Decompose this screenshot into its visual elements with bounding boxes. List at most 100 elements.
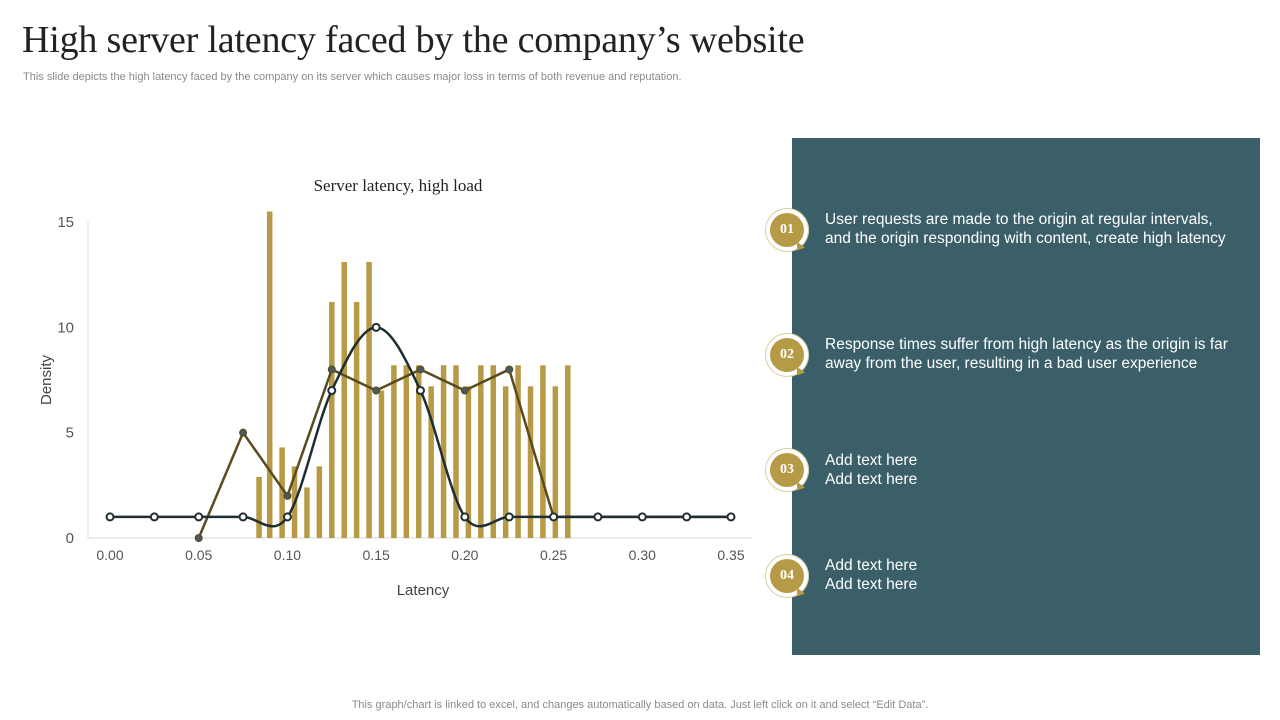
series-marker-brown <box>194 534 203 542</box>
series-marker-dark <box>593 512 603 522</box>
point-item-3: 03 Add text here Add text here <box>765 448 1245 508</box>
x-tick-label: 0.05 <box>185 547 212 563</box>
point-line: Add text here <box>825 557 918 574</box>
series-marker-brown <box>327 365 336 374</box>
series-marker-brown <box>505 365 514 374</box>
histogram-bar <box>502 386 509 538</box>
y-axis-label: Density <box>38 354 55 405</box>
points-panel <box>792 138 1260 655</box>
histogram-bar <box>465 386 472 538</box>
histogram-bar <box>378 390 385 538</box>
badge-2: 02 <box>765 333 809 379</box>
histogram-bar <box>415 365 422 538</box>
x-tick-label: 0.20 <box>451 547 478 563</box>
series-marker-dark <box>194 512 204 522</box>
badge-number: 01 <box>770 213 804 247</box>
histogram-bar <box>478 365 484 538</box>
x-axis-label: Latency <box>397 582 450 599</box>
series-marker-dark <box>238 512 248 522</box>
series-marker-dark <box>416 386 425 396</box>
histogram-bar <box>403 365 410 538</box>
histogram-bar <box>341 262 347 538</box>
badge-3: 03 <box>765 448 809 494</box>
x-tick-label: 0.30 <box>629 547 656 563</box>
series-marker-dark <box>504 512 514 522</box>
point-item-2: 02 Response times suffer from high laten… <box>765 333 1245 393</box>
point-line: User requests are made to the origin at … <box>825 211 1213 228</box>
series-marker-dark <box>637 512 647 522</box>
x-tick-labels: 0.00 0.05 0.10 0.15 0.20 0.25 0.30 0.35 <box>96 547 744 563</box>
y-tick-labels: 0 5 10 15 <box>57 214 74 547</box>
histogram-bar <box>428 386 434 538</box>
y-tick-label: 15 <box>57 214 74 231</box>
series-marker-dark <box>327 386 337 396</box>
series-marker-brown <box>283 491 292 500</box>
histogram-bar <box>565 365 571 538</box>
histogram-bar <box>453 365 459 538</box>
histogram-bar <box>316 466 323 538</box>
histogram-bar <box>552 386 559 538</box>
series-marker-dark <box>460 512 470 522</box>
series-marker-dark <box>282 512 292 522</box>
x-tick-label: 0.00 <box>96 547 123 563</box>
series-lines <box>105 322 736 542</box>
series-curve-dark <box>110 326 731 528</box>
histogram-bar <box>440 365 447 538</box>
series-marker-dark <box>682 512 692 522</box>
point-line: Add text here <box>825 576 918 593</box>
series-marker-brown <box>372 386 381 395</box>
series-marker-dark <box>149 512 159 522</box>
point-text: User requests are made to the origin at … <box>825 210 1245 248</box>
badge-1: 01 <box>765 208 809 254</box>
y-tick-label: 5 <box>66 425 74 442</box>
series-marker-brown <box>239 428 248 437</box>
pin-icon <box>792 587 806 600</box>
badge-number: 02 <box>770 338 804 372</box>
point-line: Response times suffer from high latency … <box>825 336 1228 353</box>
histogram-bar <box>366 262 372 538</box>
x-tick-label: 0.25 <box>540 547 567 563</box>
histogram-bar <box>527 386 534 538</box>
slide-subtitle: This slide depicts the high latency face… <box>23 71 682 83</box>
point-line: Add text here <box>825 471 918 488</box>
slide-title: High server latency faced by the company… <box>22 19 805 61</box>
point-text: Response times suffer from high latency … <box>825 335 1245 373</box>
x-tick-label: 0.10 <box>274 547 301 563</box>
x-tick-label: 0.35 <box>717 547 744 563</box>
histogram-bar <box>391 365 397 538</box>
series-marker-dark <box>105 512 115 522</box>
histogram-bar <box>329 302 335 538</box>
histogram-bar <box>353 302 360 538</box>
histogram-bar <box>490 365 496 538</box>
point-text: Add text here Add text here <box>825 451 1245 489</box>
point-line: away from the user, resulting in a bad u… <box>825 355 1198 372</box>
pin-icon <box>792 481 806 494</box>
point-item-1: 01 User requests are made to the origin … <box>765 208 1245 268</box>
badge-4: 04 <box>765 554 809 600</box>
histogram-bar <box>304 487 310 538</box>
y-tick-label: 0 <box>66 530 74 547</box>
series-marker-dark <box>549 512 559 522</box>
point-line: and the origin responding with content, … <box>825 230 1226 247</box>
point-text: Add text here Add text here <box>825 556 1245 594</box>
badge-number: 04 <box>770 559 804 593</box>
badge-number: 03 <box>770 453 804 487</box>
series-marker-dark <box>371 322 381 332</box>
series-marker-dark <box>726 512 736 522</box>
histogram-bar <box>266 211 273 538</box>
series-marker-brown <box>460 386 469 395</box>
footer-note: This graph/chart is linked to excel, and… <box>351 699 929 711</box>
x-tick-label: 0.15 <box>363 547 390 563</box>
histogram-bar <box>540 365 546 538</box>
histogram-bar <box>256 476 262 538</box>
pin-icon <box>792 366 806 379</box>
series-marker-brown <box>416 365 425 374</box>
y-tick-label: 10 <box>57 319 74 336</box>
point-line: Add text here <box>825 452 918 469</box>
chart-title: Server latency, high load <box>314 176 483 195</box>
histogram-bar <box>515 365 521 538</box>
pin-icon <box>792 241 806 254</box>
histogram-bar <box>279 447 285 538</box>
histogram-bars <box>256 211 571 538</box>
